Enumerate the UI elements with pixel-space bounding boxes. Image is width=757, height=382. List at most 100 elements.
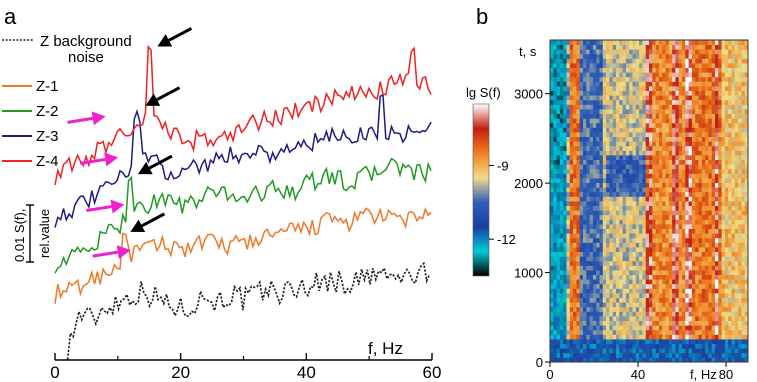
heatmap-cell	[559, 201, 564, 206]
heatmap-cell	[573, 279, 577, 285]
heatmap-cell	[658, 150, 663, 156]
heatmap-cell	[606, 233, 610, 239]
heatmap-cell	[721, 228, 726, 234]
heatmap-cell	[655, 53, 660, 59]
heatmap-cell	[672, 76, 676, 82]
heatmap-cell	[662, 141, 666, 147]
heatmap-cell	[741, 95, 746, 101]
heatmap-cell	[675, 99, 680, 105]
heatmap-cell	[619, 90, 623, 96]
heatmap-cell	[612, 306, 617, 312]
heatmap-cell	[658, 251, 663, 257]
heatmap-cell	[592, 316, 597, 321]
heatmap-cell	[629, 265, 633, 271]
heatmap-cell	[629, 260, 633, 266]
heatmap-cell	[625, 90, 630, 96]
heatmap-cell	[622, 339, 627, 344]
heatmap-cell	[708, 159, 713, 165]
heatmap-cell	[592, 159, 597, 165]
heatmap-cell	[711, 187, 716, 193]
heatmap-cell	[573, 205, 577, 211]
heatmap-cell	[705, 233, 709, 239]
heatmap-cell	[550, 122, 554, 128]
heatmap-cell	[616, 283, 620, 289]
heatmap-cell	[573, 53, 577, 59]
heatmap-cell	[672, 196, 676, 202]
heatmap-cell	[734, 270, 739, 275]
heatmap-cell	[658, 297, 663, 303]
heatmap-cell	[606, 334, 610, 340]
heatmap-cell	[583, 288, 587, 294]
heatmap-cell	[569, 205, 574, 211]
heatmap-cell	[625, 132, 630, 137]
black-arrow-4-head	[130, 219, 146, 232]
heatmap-cell	[592, 81, 597, 87]
heatmap-cell	[675, 109, 680, 114]
heatmap-cell	[734, 339, 739, 344]
heatmap-cell	[672, 95, 676, 101]
heatmap-cell	[728, 145, 732, 151]
heatmap-cell	[632, 182, 637, 188]
heatmap-cell	[695, 311, 699, 317]
heatmap-cell	[609, 288, 614, 294]
heatmap-cell	[583, 95, 587, 101]
heatmap-cell	[589, 141, 594, 147]
heatmap-cell	[721, 109, 726, 114]
heatmap-cell	[642, 76, 647, 82]
heatmap-cell	[589, 201, 594, 206]
heatmap-cell	[662, 81, 666, 87]
heatmap-cell	[569, 352, 574, 358]
heatmap-cell	[612, 173, 617, 179]
heatmap-cell	[672, 325, 676, 331]
heatmap-cell	[721, 237, 726, 243]
heatmap-cell	[721, 265, 726, 271]
heatmap-cell	[724, 242, 729, 248]
heatmap-cell	[731, 191, 736, 197]
heatmap-cell	[563, 306, 567, 312]
heatmap-cell	[649, 297, 653, 303]
heatmap-cell	[553, 90, 557, 96]
heatmap-cell	[728, 205, 732, 211]
heatmap-cell	[635, 316, 640, 321]
heatmap-cell	[691, 311, 696, 317]
heatmap-cell	[738, 352, 742, 358]
heatmap-cell	[741, 270, 746, 275]
heatmap-cell	[635, 182, 640, 188]
heatmap-cell	[556, 187, 561, 193]
heatmap-cell	[662, 256, 666, 262]
heatmap-cell	[645, 357, 650, 362]
heatmap-cell	[592, 168, 597, 174]
heatmap-cell	[563, 173, 567, 179]
x-tick-label-a-40: 40	[297, 363, 316, 382]
heatmap-cell	[599, 339, 604, 344]
heatmap-cell	[705, 132, 709, 137]
heatmap-cell	[629, 76, 633, 82]
heatmap-cell	[741, 210, 746, 216]
heatmap-cell	[649, 132, 653, 137]
heatmap-cell	[708, 118, 713, 124]
heatmap-cell	[629, 191, 633, 197]
heatmap-cell	[632, 306, 637, 312]
heatmap-cell	[579, 150, 584, 156]
heatmap-cell	[688, 49, 693, 55]
heatmap-cell	[682, 109, 686, 114]
heatmap-cell	[649, 316, 653, 321]
heatmap-cell	[589, 311, 594, 317]
heatmap-cell	[632, 205, 637, 211]
heatmap-cell	[675, 132, 680, 137]
heatmap-cell	[682, 81, 686, 87]
heatmap-cell	[609, 72, 614, 78]
heatmap-cell	[655, 168, 660, 174]
heatmap-cell	[698, 196, 703, 202]
heatmap-cell	[721, 178, 726, 183]
heatmap-cell	[592, 311, 597, 317]
heatmap-cell	[596, 279, 600, 285]
heatmap-cell	[668, 325, 673, 331]
heatmap-cell	[599, 325, 604, 331]
heatmap-cell	[602, 67, 607, 73]
heatmap-cell	[698, 145, 703, 151]
heatmap-cell	[583, 168, 587, 174]
heatmap-cell	[556, 191, 561, 197]
heatmap-cell	[642, 118, 647, 124]
heatmap-cell	[602, 219, 607, 225]
